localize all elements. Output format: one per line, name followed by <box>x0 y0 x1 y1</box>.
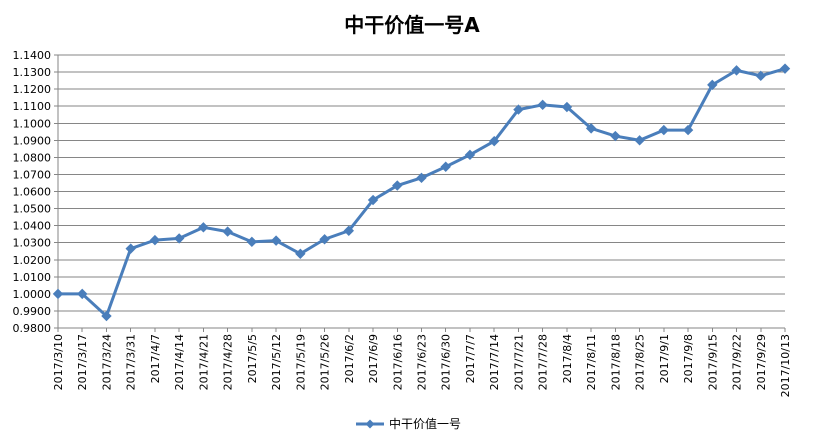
data-point <box>416 172 427 184</box>
x-tick-label: 2017/4/28 <box>222 334 235 390</box>
data-point <box>634 135 645 146</box>
y-tick-label: 1.0100 <box>13 271 52 284</box>
data-point <box>125 243 136 254</box>
data-point <box>537 99 548 111</box>
data-point <box>343 225 355 236</box>
x-tick-label: 2017/3/31 <box>125 334 138 390</box>
y-tick-label: 1.0700 <box>13 168 52 181</box>
y-tick-label: 1.0200 <box>13 254 52 267</box>
y-tick-label: 1.0000 <box>13 288 52 301</box>
data-point <box>246 236 258 248</box>
x-tick-label: 2017/7/7 <box>464 334 477 383</box>
x-tick-label: 2017/8/11 <box>585 334 598 390</box>
data-point <box>173 233 185 244</box>
y-tick-label: 0.9800 <box>13 322 52 335</box>
data-point <box>561 101 573 113</box>
x-tick-label: 2017/5/19 <box>294 334 307 390</box>
gridlines <box>58 54 785 329</box>
x-tick-label: 2017/8/4 <box>561 334 574 383</box>
y-tick-label: 1.0400 <box>13 220 52 233</box>
data-point <box>149 234 161 246</box>
y-tick-label: 1.1100 <box>13 100 52 113</box>
x-tick-label: 2017/3/10 <box>52 334 65 390</box>
x-axis-tick-labels: 2017/3/10 2017/3/17 2017/3/24 2017/3/31 2017… <box>52 334 792 397</box>
data-point <box>731 65 742 76</box>
legend-label: 中干价值一号 <box>389 416 461 431</box>
x-tick-label: 2017/10/13 <box>779 334 792 397</box>
data-point <box>77 288 88 300</box>
x-tick-label: 2017/4/14 <box>173 334 186 390</box>
data-point <box>295 248 306 259</box>
data-point <box>464 149 476 161</box>
data-point <box>488 135 500 147</box>
x-tick-label: 2017/9/15 <box>706 334 719 390</box>
x-tick-label: 2017/4/21 <box>197 334 210 390</box>
data-point <box>52 288 64 300</box>
data-point <box>707 79 718 91</box>
legend: 中干价值一号 <box>356 416 461 431</box>
data-point <box>270 235 282 246</box>
x-tick-label: 2017/5/5 <box>246 334 259 383</box>
x-tick-label: 2017/3/24 <box>100 334 113 390</box>
data-point <box>682 124 694 136</box>
data-point <box>392 180 403 191</box>
data-point <box>222 226 233 237</box>
series-layer <box>52 63 791 322</box>
data-point <box>198 222 209 233</box>
y-tick-label: 0.9900 <box>13 305 52 318</box>
x-tick-label: 2017/7/14 <box>488 334 501 390</box>
chart-title: 中干价值一号A <box>344 13 480 37</box>
y-axis-tick-labels: 0.9800 0.9900 1.0000 1.0100 1.0200 1.0300 1.04… <box>13 49 52 335</box>
x-tick-label: 2017/8/25 <box>634 334 647 390</box>
x-tick-label: 2017/6/16 <box>391 334 404 390</box>
y-tick-label: 1.1400 <box>13 49 52 62</box>
x-tick-label: 2017/8/18 <box>609 334 622 390</box>
data-point <box>779 63 791 74</box>
x-tick-label: 2017/9/22 <box>731 334 744 390</box>
x-tick-label: 2017/5/12 <box>270 334 283 390</box>
x-tick-label: 2017/6/9 <box>367 334 380 383</box>
data-point <box>585 123 597 134</box>
data-point <box>658 124 670 136</box>
x-tick-label: 2017/7/28 <box>537 334 550 390</box>
y-tick-label: 1.0500 <box>13 203 52 216</box>
x-tick-label: 2017/9/29 <box>755 334 768 390</box>
x-tick-label: 2017/7/21 <box>512 334 525 390</box>
x-tick-label: 2017/6/30 <box>440 334 453 390</box>
data-point <box>367 194 379 206</box>
x-tick-label: 2017/6/23 <box>416 334 429 390</box>
y-tick-label: 1.1000 <box>13 117 52 130</box>
data-point <box>513 104 524 115</box>
data-point <box>101 310 112 322</box>
x-tick-label: 2017/5/26 <box>319 334 332 390</box>
x-tick-label: 2017/9/8 <box>682 334 695 383</box>
axes <box>54 54 786 332</box>
y-tick-label: 1.0900 <box>13 134 52 147</box>
legend-diamond-marker <box>365 419 375 429</box>
y-tick-label: 1.0800 <box>13 151 52 164</box>
y-tick-label: 1.1200 <box>13 83 52 96</box>
x-tick-label: 2017/3/17 <box>76 334 89 390</box>
x-tick-label: 2017/9/1 <box>658 334 671 383</box>
x-tick-label: 2017/6/2 <box>343 334 356 383</box>
data-point <box>319 234 330 245</box>
data-point <box>755 70 766 82</box>
y-tick-label: 1.0300 <box>13 237 52 250</box>
data-point <box>610 130 621 142</box>
x-tick-label: 2017/4/7 <box>149 334 162 383</box>
y-tick-label: 1.0600 <box>13 186 52 199</box>
data-point <box>440 161 451 172</box>
y-tick-label: 1.1300 <box>13 66 52 79</box>
